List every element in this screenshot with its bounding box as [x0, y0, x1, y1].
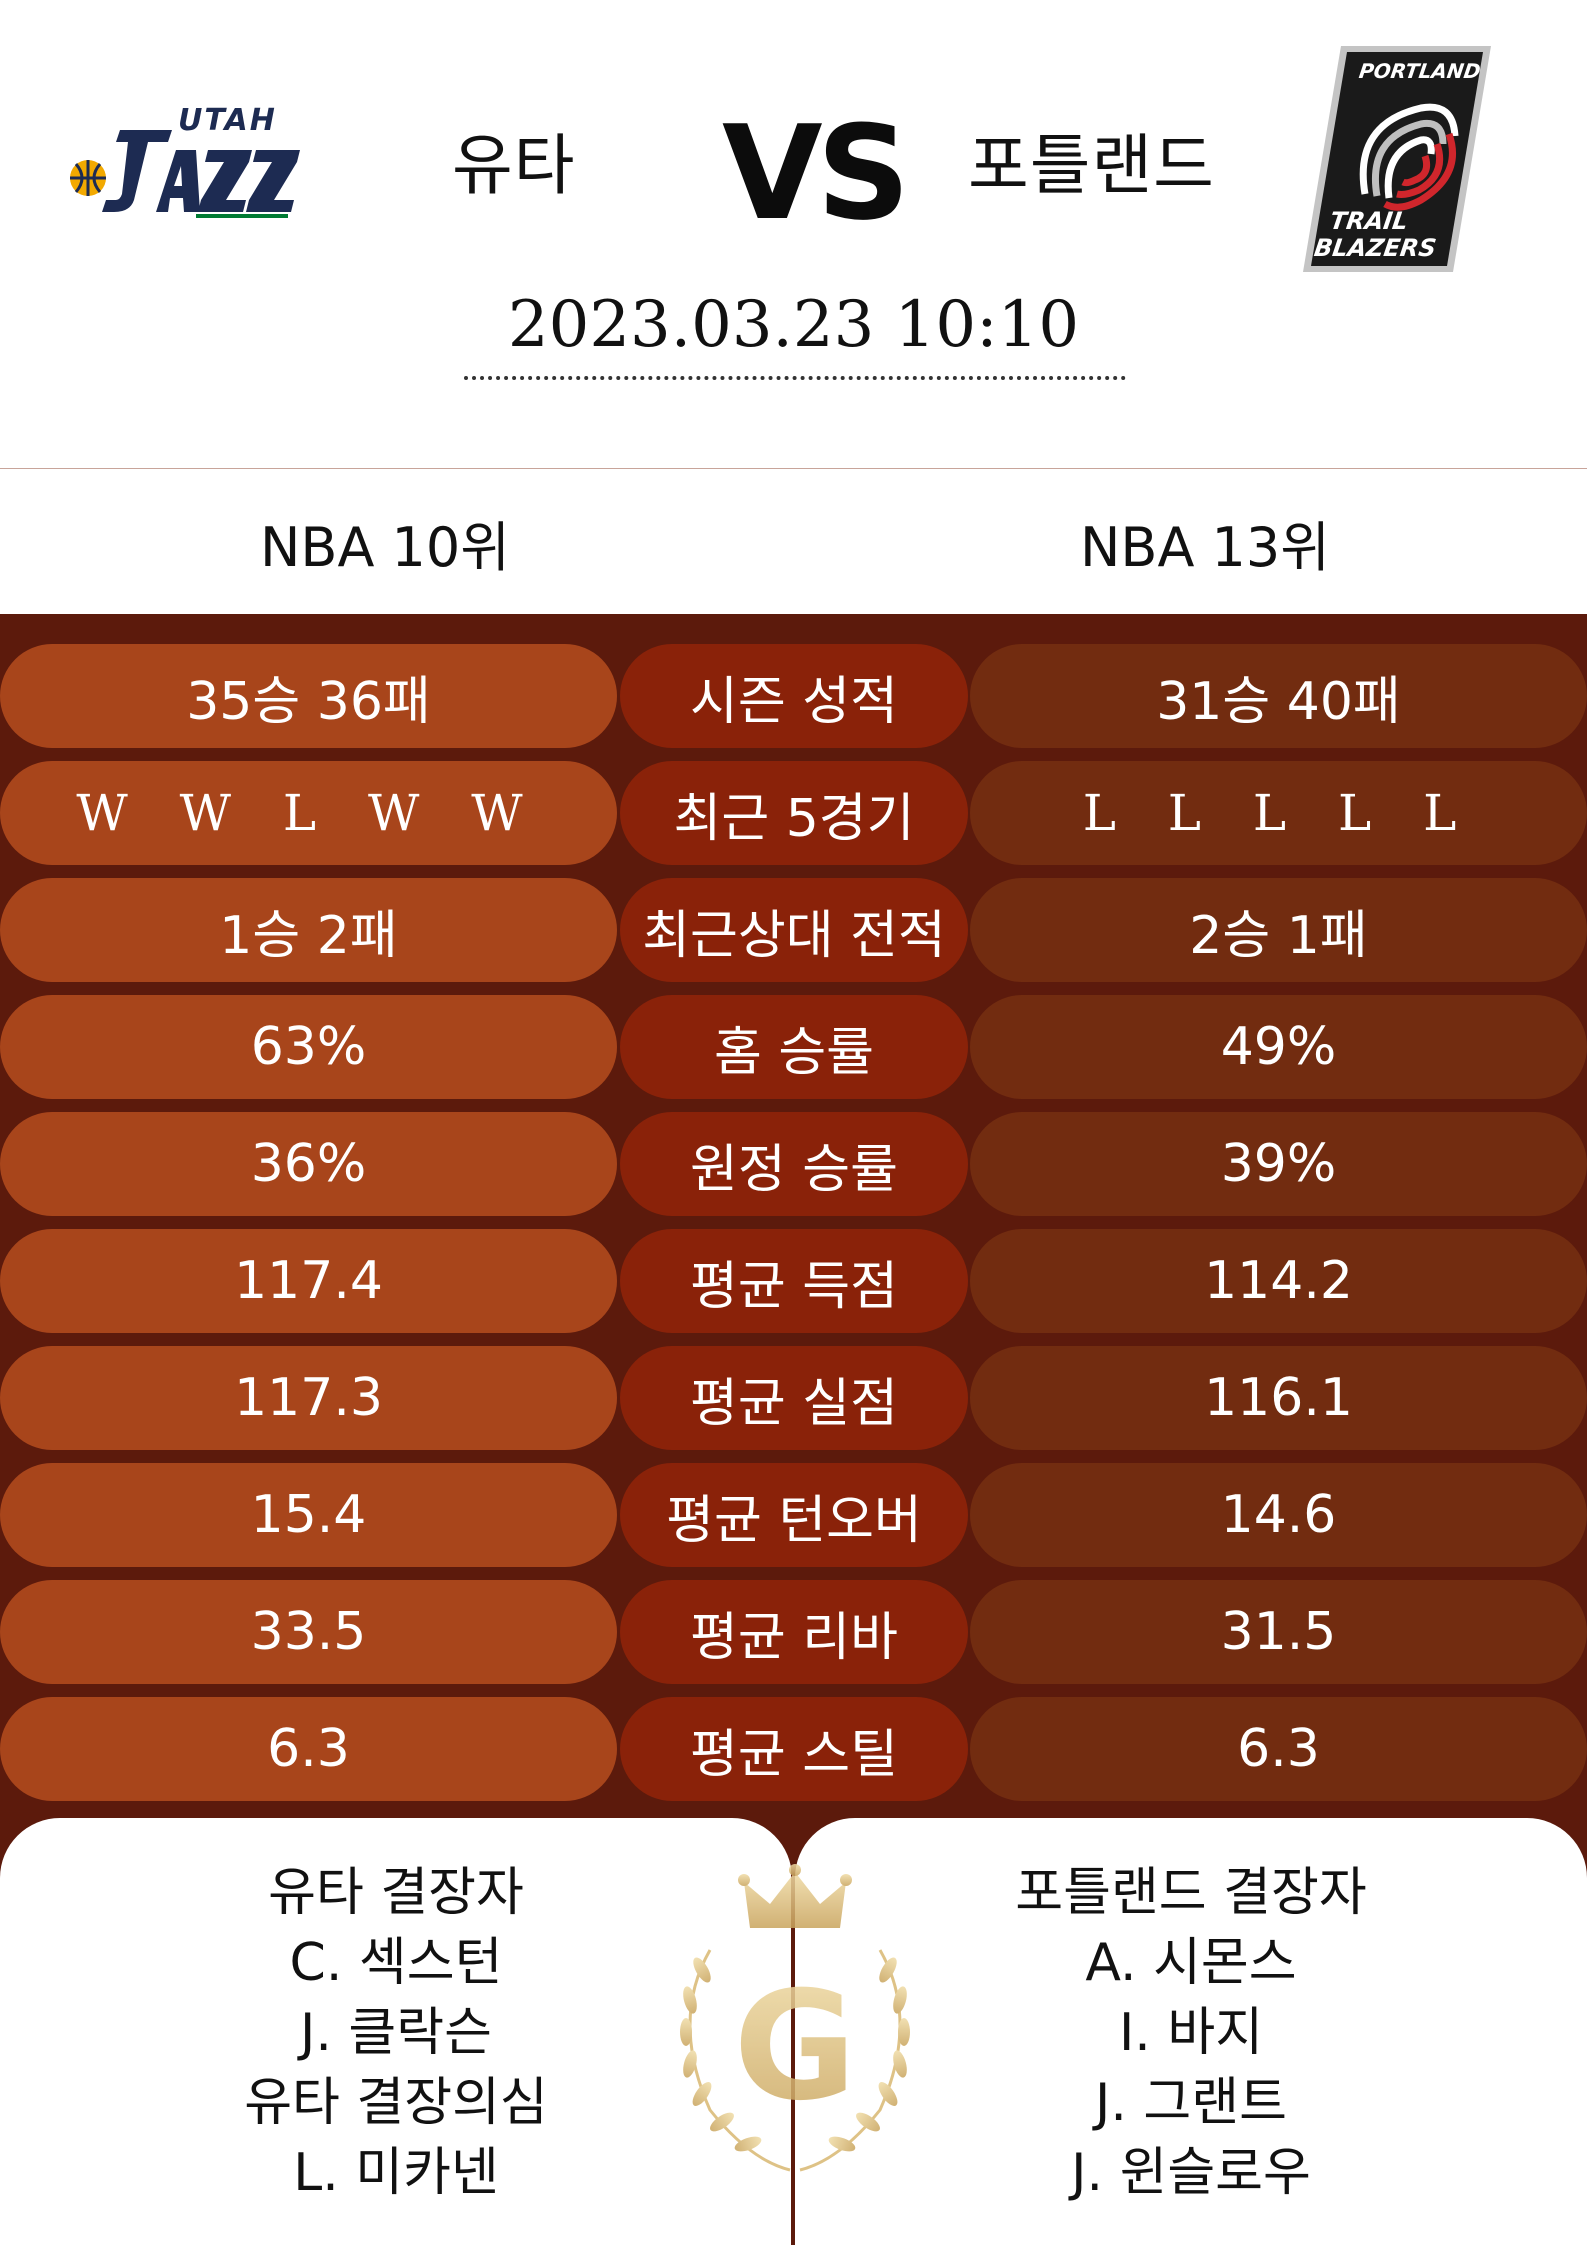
away-absent-player: J. 윈슬로우 [1071, 2143, 1311, 2203]
away-absences-list: 포틀랜드 결장자 A. 시몬스 I. 바지 J. 그랜트 J. 윈슬로우 [795, 1858, 1587, 2208]
away-stat-value: 116.1 [970, 1346, 1587, 1450]
home-absent-player: J. 클락슨 [300, 2003, 492, 2063]
stat-row-home-win-rate: 63% 홈 승률 49% [0, 995, 1587, 1099]
dotted-divider [464, 376, 1126, 380]
stat-row-avg-points: 117.4 평균 득점 114.2 [0, 1229, 1587, 1333]
svg-text:TRAIL: TRAIL [1328, 207, 1410, 235]
stat-row-avg-turnovers: 15.4 평균 턴오버 14.6 [0, 1463, 1587, 1567]
stat-label: 최근상대 전적 [620, 878, 968, 982]
home-stat-value: 117.3 [0, 1346, 617, 1450]
stat-label: 홈 승률 [620, 995, 968, 1099]
stat-label: 시즌 성적 [620, 644, 968, 748]
away-rank: NBA 13위 [1080, 516, 1330, 579]
away-absent-player: A. 시몬스 [1085, 1933, 1297, 1993]
stat-label: 평균 스틸 [620, 1697, 968, 1801]
home-stat-value: 6.3 [0, 1697, 617, 1801]
stats-table: 35승 36패 시즌 성적 31승 40패 W W L W W 최근 5경기 L… [0, 614, 1587, 1824]
away-stat-value: 31.5 [970, 1580, 1587, 1684]
home-rank: NBA 10위 [260, 516, 510, 579]
home-stat-value: 63% [0, 995, 617, 1099]
home-stat-value: 1승 2패 [0, 878, 617, 982]
stat-label: 원정 승률 [620, 1112, 968, 1216]
stat-row-last-5-games: W W L W W 최근 5경기 L L L L L [0, 761, 1587, 865]
stat-row-away-win-rate: 36% 원정 승률 39% [0, 1112, 1587, 1216]
away-stat-value: 14.6 [970, 1463, 1587, 1567]
away-team-name: 포틀랜드 [968, 127, 1215, 204]
away-absences-card: 포틀랜드 결장자 A. 시몬스 I. 바지 J. 그랜트 J. 윈슬로우 [795, 1818, 1587, 2245]
stat-label: 최근 5경기 [620, 761, 968, 865]
away-stat-value: L L L L L [970, 761, 1587, 865]
crown-laurel-emblem: G [680, 1864, 910, 2172]
stat-label: 평균 리바 [620, 1580, 968, 1684]
absences-section: 유타 결장자 C. 섹스턴 J. 클락슨 유타 결장의심 L. 미카넨 포틀랜드… [0, 1810, 1587, 2245]
home-stat-value: 35승 36패 [0, 644, 617, 748]
away-absent-player: I. 바지 [1118, 2003, 1264, 2063]
svg-text:BLAZERS: BLAZERS [1312, 234, 1438, 262]
home-team-name: 유타 [452, 127, 576, 204]
versus-label: VS [722, 97, 910, 249]
home-absences-title: 유타 결장자 [268, 1863, 524, 1923]
portland-trail-blazers-logo: PORTLAND TRAIL BLAZERS [1303, 46, 1491, 272]
stat-label: 평균 턴오버 [620, 1463, 968, 1567]
away-absent-player: J. 그랜트 [1095, 2073, 1287, 2133]
match-header: UTAH 유타 VS 포틀랜드 PORTLAND TRA [0, 0, 1587, 468]
home-stat-value: 33.5 [0, 1580, 617, 1684]
away-stat-value: 31승 40패 [970, 644, 1587, 748]
rank-strip: NBA 10위 NBA 13위 [0, 468, 1587, 614]
stat-row-avg-rebounds: 33.5 평균 리바 31.5 [0, 1580, 1587, 1684]
stat-row-avg-steals: 6.3 평균 스틸 6.3 [0, 1697, 1587, 1801]
away-stat-value: 39% [970, 1112, 1587, 1216]
match-datetime: 2023.03.23 10:10 [507, 288, 1080, 362]
home-stat-value: 15.4 [0, 1463, 617, 1567]
stat-label: 평균 실점 [620, 1346, 968, 1450]
stat-row-avg-points-allowed: 117.3 평균 실점 116.1 [0, 1346, 1587, 1450]
away-stat-value: 49% [970, 995, 1587, 1099]
utah-jazz-logo: UTAH [70, 103, 300, 218]
home-absences-card: 유타 결장자 C. 섹스턴 J. 클락슨 유타 결장의심 L. 미카넨 [0, 1818, 792, 2245]
center-divider [791, 1860, 793, 2245]
emblem-letter: G [733, 1960, 856, 2134]
away-absences-title: 포틀랜드 결장자 [1015, 1863, 1367, 1923]
stat-label: 평균 득점 [620, 1229, 968, 1333]
away-stat-value: 114.2 [970, 1229, 1587, 1333]
home-stat-value: 36% [0, 1112, 617, 1216]
home-absences-list: 유타 결장자 C. 섹스턴 J. 클락슨 유타 결장의심 L. 미카넨 [0, 1858, 796, 2208]
home-doubtful-player: L. 미카넨 [293, 2143, 499, 2203]
svg-text:UTAH: UTAH [178, 103, 277, 138]
away-stat-value: 6.3 [970, 1697, 1587, 1801]
svg-text:PORTLAND: PORTLAND [1358, 59, 1483, 83]
stat-row-season-record: 35승 36패 시즌 성적 31승 40패 [0, 644, 1587, 748]
home-stat-value: W W L W W [0, 761, 617, 865]
home-absent-player: C. 섹스턴 [289, 1933, 503, 1993]
home-stat-value: 117.4 [0, 1229, 617, 1333]
home-doubtful-title: 유타 결장의심 [244, 2073, 548, 2133]
stat-row-head-to-head: 1승 2패 최근상대 전적 2승 1패 [0, 878, 1587, 982]
away-stat-value: 2승 1패 [970, 878, 1587, 982]
